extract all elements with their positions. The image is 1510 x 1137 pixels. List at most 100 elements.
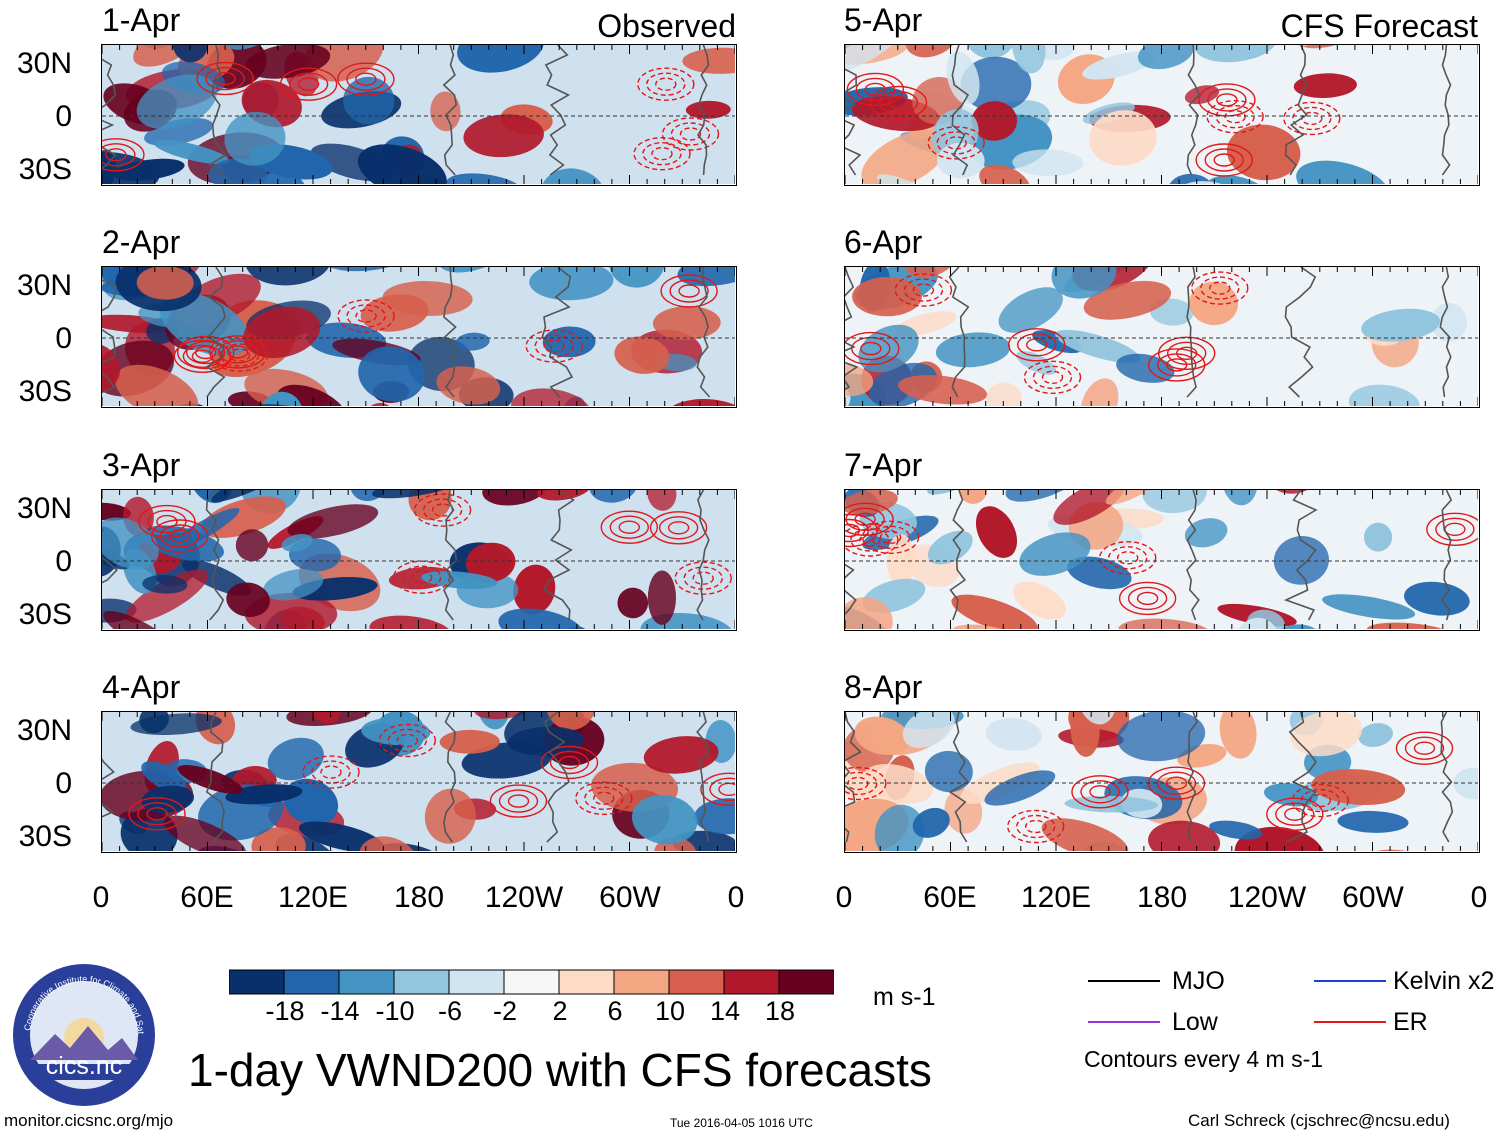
er-contour (869, 85, 928, 120)
er-contour (649, 511, 708, 545)
coastline (1440, 712, 1454, 843)
panel-title-obs-2: 2-Apr (102, 224, 181, 260)
negative-anomaly (457, 45, 544, 73)
er-contour (128, 797, 186, 831)
map-panel-fc-1 (844, 44, 1480, 186)
colorbar-swatch (613, 969, 670, 995)
coastline (696, 267, 711, 398)
coastline (544, 45, 571, 176)
er-contour (927, 126, 985, 160)
negative-anomaly (542, 326, 596, 358)
positive-anomaly (1105, 490, 1166, 505)
er-contour (525, 329, 583, 363)
coastline (205, 267, 226, 398)
lon-label: 0 (835, 881, 853, 914)
er-contour (1165, 776, 1188, 790)
positive-anomaly (852, 277, 922, 317)
er-contour (1024, 819, 1047, 834)
positive-anomaly (305, 45, 384, 82)
er-contour (845, 507, 885, 531)
positive-anomaly (280, 606, 325, 629)
map-panel-obs-2 (101, 266, 737, 408)
coastline (1186, 45, 1201, 176)
coastline (102, 45, 117, 169)
negative-anomaly (281, 534, 313, 552)
negative-anomaly (924, 750, 973, 793)
colorbar-swatch (503, 969, 560, 995)
negative-anomaly (902, 712, 955, 748)
coastline (102, 712, 115, 818)
er-contour (1016, 333, 1057, 357)
negative-anomaly (1067, 556, 1132, 590)
er-contour (413, 493, 472, 527)
colorbar-tick: 2 (552, 996, 568, 1026)
negative-anomaly (845, 45, 900, 77)
er-contour (894, 273, 953, 307)
er-contour (1006, 809, 1065, 844)
footer-url[interactable]: monitor.cicsnc.org/mjo (4, 1111, 174, 1130)
positive-anomaly (465, 542, 516, 583)
er-contour (146, 807, 168, 821)
er-contour (861, 520, 920, 554)
lon-label: 0 (92, 881, 110, 914)
er-contour (679, 127, 702, 141)
er-contour (411, 570, 433, 584)
negative-anomaly (372, 490, 463, 499)
negative-anomaly (141, 761, 186, 793)
er-contour (1404, 736, 1445, 760)
positive-anomaly (369, 615, 453, 629)
er-contour (1136, 591, 1159, 606)
colorbar (228, 969, 835, 1000)
positive-anomaly (537, 490, 591, 501)
coastline (696, 490, 710, 621)
positive-anomaly (845, 490, 898, 515)
lat-label-eq: 0 (55, 545, 72, 578)
forecast-title: CFS Forecast (1280, 8, 1478, 44)
negative-anomaly (1235, 617, 1279, 629)
colorbar-swatch (228, 969, 285, 995)
negative-anomaly (1117, 712, 1206, 762)
coastline (1186, 712, 1199, 843)
er-contour (1127, 586, 1168, 611)
positive-anomaly (102, 502, 132, 521)
er-contour (540, 745, 599, 780)
legend-swatch-er (1314, 1021, 1386, 1023)
er-contour (667, 521, 690, 535)
er-contour (1025, 338, 1048, 352)
positive-anomaly (854, 716, 910, 756)
negative-anomaly (1361, 308, 1441, 342)
positive-anomaly (103, 610, 176, 629)
er-contour (346, 67, 386, 91)
er-contour (1283, 101, 1341, 136)
negative-anomaly (1137, 45, 1194, 70)
negative-anomaly (1193, 45, 1277, 63)
lat-label-30n: 30N (16, 269, 72, 302)
legend-swatch-kelvin (1314, 980, 1386, 982)
coastline (541, 267, 574, 398)
lon-label: 60E (180, 881, 234, 914)
positive-anomaly (971, 101, 1018, 141)
negative-anomaly (529, 267, 614, 301)
positive-anomaly (226, 582, 270, 617)
colorbar-tick: -14 (320, 996, 360, 1026)
er-contour (633, 136, 691, 171)
er-contour (609, 515, 649, 539)
positive-anomaly (959, 490, 988, 504)
er-contour (337, 62, 395, 96)
map-panel-obs-1 (101, 44, 737, 186)
er-contour (498, 789, 539, 813)
positive-anomaly (133, 45, 202, 67)
er-contour (1266, 797, 1324, 831)
er-contour (1195, 143, 1253, 177)
er-contour (1275, 802, 1315, 826)
er-contour (709, 777, 735, 801)
negative-anomaly (267, 737, 324, 781)
positive-anomaly (1219, 712, 1257, 759)
positive-anomaly (685, 100, 731, 119)
negative-anomaly (1012, 149, 1084, 177)
coastline (443, 712, 457, 843)
positive-anomaly (201, 496, 286, 538)
er-contour (1015, 814, 1056, 839)
colorbar-swatch (558, 969, 615, 995)
er-contour (1209, 281, 1231, 295)
